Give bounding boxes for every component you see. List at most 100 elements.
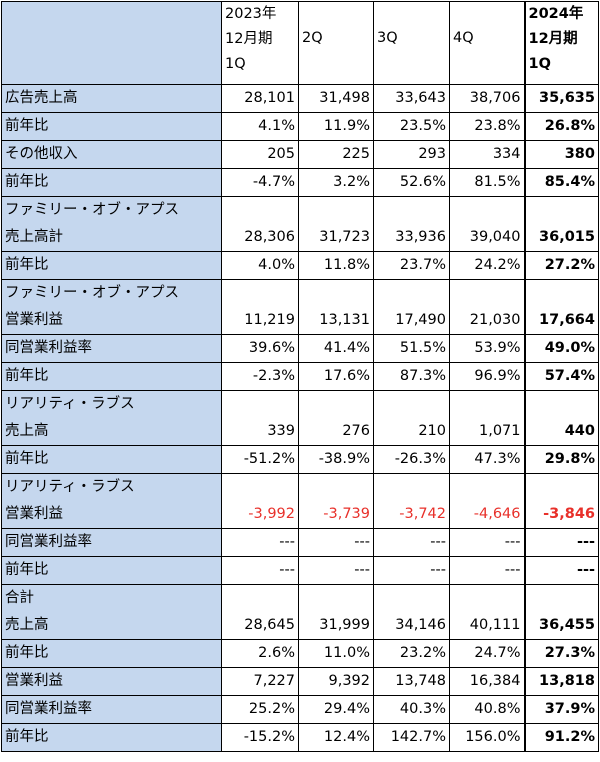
col-2024-1q-cell: --- [524, 556, 599, 585]
table-row: ファミリー・オブ・アプス [1, 279, 599, 307]
table-row: 前年比 2.6% 11.0% 23.2% 24.7% 27.3% [1, 639, 599, 668]
col-4q-cell [449, 390, 526, 418]
col-2024-1q-cell: 29.8% [524, 445, 599, 474]
col-2q-cell: 17.6% [298, 362, 374, 391]
col-2024-1q-cell [524, 584, 599, 612]
col-4q-cell: 1,071 [449, 418, 526, 446]
col-2024-1q-cell: 37.9% [524, 695, 599, 724]
col-3q-cell: 17,490 [373, 307, 450, 335]
col-2024-1q-cell [524, 279, 599, 307]
row-label: 売上高 [1, 612, 222, 640]
col-3q-cell [373, 390, 450, 418]
row-label: 売上高計 [1, 224, 222, 252]
col-2q-cell: 31,723 [298, 224, 374, 252]
table-row: 同営業利益率 --- --- --- --- --- [1, 528, 599, 557]
col-2023-1q-cell: -15.2% [221, 723, 299, 752]
col-2023-1q-cell [221, 473, 299, 501]
col-4q-cell: 53.9% [449, 334, 526, 363]
col-2024-1q-cell: 26.8% [524, 112, 599, 141]
col-header-2024-1q: 2024年 12月期 1Q [524, 1, 599, 85]
col-2024-1q-cell [524, 390, 599, 418]
col-3q-cell: 210 [373, 418, 450, 446]
row-label: 前年比 [1, 362, 222, 391]
col-2023-1q-cell: 39.6% [221, 334, 299, 363]
col-4q-cell: --- [449, 528, 526, 557]
row-label: 同営業利益率 [1, 528, 222, 557]
row-label: ファミリー・オブ・アプス [1, 196, 222, 224]
col-4q-cell: 47.3% [449, 445, 526, 474]
table-row: 前年比 -2.3% 17.6% 87.3% 96.9% 57.4% [1, 362, 599, 391]
col-2024-1q-cell: 380 [524, 140, 599, 169]
row-label: 前年比 [1, 639, 222, 668]
table-row: リアリティ・ラブス [1, 390, 599, 418]
col-2023-1q-cell [221, 390, 299, 418]
row-label: 前年比 [1, 723, 222, 752]
col-3q-cell: 23.5% [373, 112, 450, 141]
col-2023-1q-cell: 28,101 [221, 84, 299, 113]
col-header-2023-1q-line3: 1Q [225, 56, 246, 72]
col-2023-1q-cell: 4.1% [221, 112, 299, 141]
col-4q-cell [449, 279, 526, 307]
row-label: 前年比 [1, 168, 222, 197]
row-label: 営業利益 [1, 501, 222, 529]
col-2q-cell: 31,498 [298, 84, 374, 113]
col-3q-cell: --- [373, 528, 450, 557]
col-2024-1q-cell [524, 473, 599, 501]
col-3q-cell: 13,748 [373, 667, 450, 696]
row-label: 前年比 [1, 251, 222, 280]
col-2q-cell [298, 473, 374, 501]
col-header-2q-label: 2Q [302, 30, 323, 46]
table-row: 売上高計 28,306 31,723 33,936 39,040 36,015 [1, 224, 599, 252]
col-4q-cell [449, 584, 526, 612]
col-2023-1q-cell: 25.2% [221, 695, 299, 724]
row-label: リアリティ・ラブス [1, 473, 222, 501]
table-row: リアリティ・ラブス [1, 473, 599, 501]
col-header-2024-1q-line3: 1Q [528, 56, 551, 72]
col-3q-cell: 293 [373, 140, 450, 169]
col-4q-cell: 24.7% [449, 639, 526, 668]
table-row: 前年比 -15.2% 12.4% 142.7% 156.0% 91.2% [1, 723, 599, 752]
col-2023-1q-cell [221, 279, 299, 307]
col-2023-1q-cell: --- [221, 528, 299, 557]
header-corner [1, 1, 222, 85]
col-header-2023-1q: 2023年 12月期 1Q [221, 1, 299, 85]
col-2024-1q-cell: 13,818 [524, 667, 599, 696]
col-2q-cell: 11.8% [298, 251, 374, 280]
col-2023-1q-cell: 4.0% [221, 251, 299, 280]
col-2023-1q-cell: -3,992 [221, 501, 299, 529]
col-2q-cell: 3.2% [298, 168, 374, 197]
col-2q-cell: 13,131 [298, 307, 374, 335]
col-2q-cell: 9,392 [298, 667, 374, 696]
row-label: 同営業利益率 [1, 695, 222, 724]
col-3q-cell: 23.2% [373, 639, 450, 668]
col-4q-cell: 40.8% [449, 695, 526, 724]
col-2024-1q-cell: 36,015 [524, 224, 599, 252]
col-2q-cell: 11.0% [298, 639, 374, 668]
col-header-3q: 3Q [373, 1, 450, 85]
col-4q-cell: 81.5% [449, 168, 526, 197]
col-3q-cell [373, 584, 450, 612]
col-3q-cell: 33,936 [373, 224, 450, 252]
row-label: 前年比 [1, 112, 222, 141]
col-4q-cell: 21,030 [449, 307, 526, 335]
col-2024-1q-cell: 91.2% [524, 723, 599, 752]
col-2q-cell [298, 390, 374, 418]
col-2q-cell: 41.4% [298, 334, 374, 363]
row-label: リアリティ・ラブス [1, 390, 222, 418]
col-header-3q-label: 3Q [377, 30, 398, 46]
col-header-2024-1q-line1: 2024年 [528, 6, 584, 22]
table-row: 合計 [1, 584, 599, 612]
col-2023-1q-cell [221, 584, 299, 612]
col-2023-1q-cell: -2.3% [221, 362, 299, 391]
col-3q-cell [373, 473, 450, 501]
col-3q-cell: 23.7% [373, 251, 450, 280]
col-header-2024-1q-line2: 12月期 [528, 31, 578, 47]
col-2024-1q-cell: --- [524, 528, 599, 557]
col-4q-cell: 39,040 [449, 224, 526, 252]
col-4q-cell: -4,646 [449, 501, 526, 529]
col-2024-1q-cell: 85.4% [524, 168, 599, 197]
col-3q-cell: 33,643 [373, 84, 450, 113]
col-header-2023-1q-line1: 2023年 [225, 6, 277, 22]
row-label: 売上高 [1, 418, 222, 446]
table-row: 売上高 28,645 31,999 34,146 40,111 36,455 [1, 612, 599, 640]
